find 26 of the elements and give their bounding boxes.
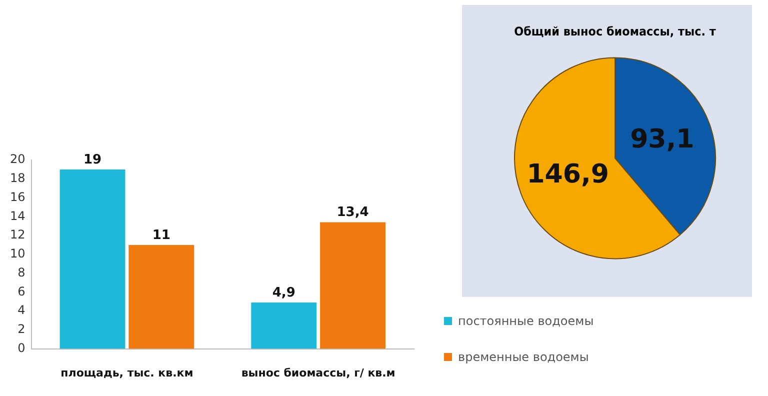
y-tick-label: 0 — [18, 340, 26, 355]
y-tick-label: 10 — [10, 246, 26, 261]
bar — [60, 169, 126, 349]
data-label: 19 — [83, 152, 102, 168]
y-tick-label: 2 — [18, 322, 26, 336]
bar — [251, 302, 317, 349]
x-tick-label: площадь, тыс. кв.км — [60, 366, 194, 380]
y-tick-label: 4 — [18, 303, 26, 318]
data-label: 146,9 — [526, 159, 609, 190]
legend-label: постоянные водоемы — [458, 314, 594, 328]
y-tick-label: 18 — [10, 171, 26, 186]
y-tick-label: 16 — [10, 190, 26, 204]
y-tick-label: 8 — [18, 265, 26, 280]
data-label: 93,1 — [630, 124, 694, 155]
bar — [320, 222, 386, 349]
y-tick-label: 12 — [10, 228, 26, 242]
y-tick-label: 20 — [10, 152, 26, 166]
y-tick-label: 6 — [18, 284, 26, 298]
bar — [128, 244, 194, 349]
x-tick-label: вынос биомассы, г/ кв.м — [241, 366, 396, 380]
y-tick-label: 14 — [10, 208, 26, 223]
data-label: 4,9 — [272, 285, 296, 300]
data-label: 11 — [152, 228, 170, 243]
data-label: 13,4 — [336, 205, 369, 220]
legend-label: временные водоемы — [458, 350, 589, 364]
chart-title: Общий вынос биомассы, тыс. т — [514, 24, 716, 38]
